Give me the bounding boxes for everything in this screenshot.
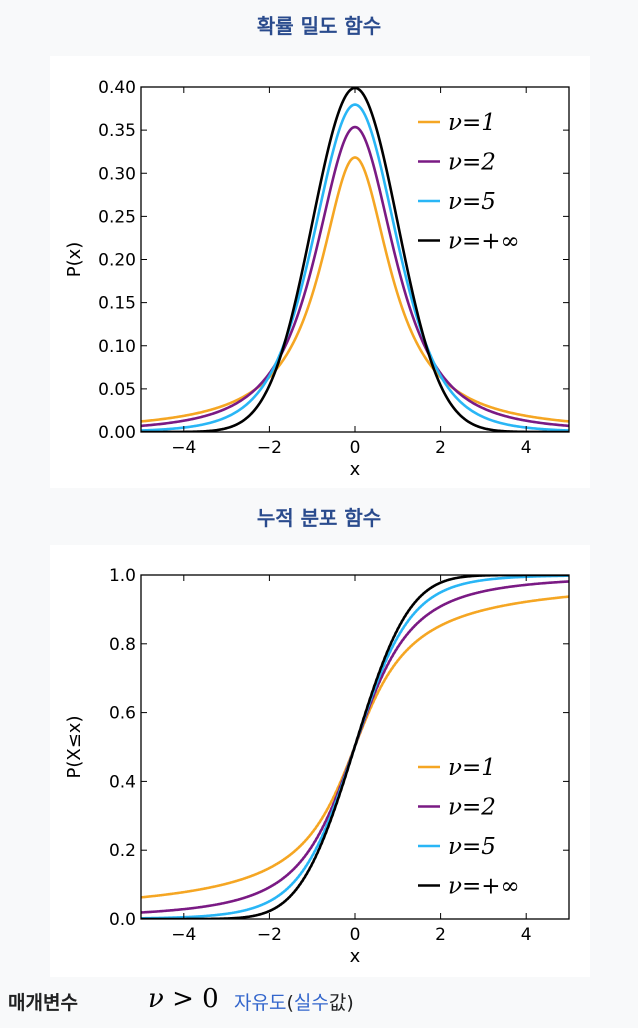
x-axis-label: x xyxy=(350,459,361,480)
y-axis-label: P(x) xyxy=(64,242,85,278)
formula-condition: > 0 xyxy=(163,984,219,1014)
parameters-row: 매개변수 ν > 0 자유도(실수값) xyxy=(0,982,638,1022)
x-tick-label: 4 xyxy=(521,925,532,945)
y-tick-label: 0.05 xyxy=(98,380,136,400)
x-tick-label: −2 xyxy=(257,925,282,945)
legend-label-nu5: ν=5 xyxy=(448,834,496,860)
y-tick-label: 0.20 xyxy=(98,251,136,271)
y-tick-label: 0.00 xyxy=(98,423,136,443)
paren-open: ( xyxy=(286,992,294,1014)
x-tick-label: 0 xyxy=(350,925,361,945)
y-tick-label: 0.15 xyxy=(98,294,136,314)
y-tick-label: 0.2 xyxy=(109,841,136,861)
series-line-inf xyxy=(141,575,569,919)
y-tick-label: 0.25 xyxy=(98,207,136,227)
y-tick-label: 1.0 xyxy=(109,566,136,586)
legend-label-nu2: ν=2 xyxy=(448,795,496,821)
x-tick-label: 2 xyxy=(435,438,446,458)
pdf-section-title: 확률 밀도 함수 xyxy=(256,14,382,38)
y-tick-label: 0.40 xyxy=(98,78,136,98)
series-line-nu5 xyxy=(141,103,569,432)
x-tick-label: 4 xyxy=(521,438,532,458)
y-tick-label: 0.10 xyxy=(98,337,136,357)
degrees-of-freedom-link[interactable]: 자유도 xyxy=(234,992,287,1014)
y-tick-label: 0.8 xyxy=(109,635,136,655)
cdf-chart: −4 −2 0 2 4 0.0 0.2 0.4 0.6 0.8 1.0 x P(X≤x) ν=1 ν=2 ν=… xyxy=(64,566,570,967)
legend-label-nu1: ν=1 xyxy=(448,755,496,781)
x-tick-label: 2 xyxy=(435,925,446,945)
y-tick-label: 0.0 xyxy=(109,910,136,930)
y-tick-label: 0.35 xyxy=(98,121,136,141)
legend-label-inf: ν=+∞ xyxy=(448,229,520,255)
parameters-label: 매개변수 xyxy=(8,992,78,1014)
legend-label-nu1: ν=1 xyxy=(448,110,496,136)
legend-label-inf: ν=+∞ xyxy=(448,874,520,900)
pdf-chart-panel: −4 −2 0 2 4 0.00 0.05 0.10 0.15 0.20 0.25 0.30 0.35 0… xyxy=(50,56,590,488)
cdf-section-title: 누적 분포 함수 xyxy=(256,506,382,530)
cdf-chart-panel: −4 −2 0 2 4 0.0 0.2 0.4 0.6 0.8 1.0 x P(X≤x) ν=1 ν=2 ν=… xyxy=(50,545,590,977)
series-line-nu2 xyxy=(141,125,569,428)
x-tick-label: −4 xyxy=(171,438,196,458)
nu-symbol: ν xyxy=(148,984,164,1014)
y-axis-label: P(X≤x) xyxy=(64,716,85,779)
x-tick-label: −4 xyxy=(171,925,196,945)
x-axis-label: x xyxy=(350,946,361,967)
legend-label-nu2: ν=2 xyxy=(448,150,496,176)
y-tick-label: 0.30 xyxy=(98,164,136,184)
legend-label-nu5: ν=5 xyxy=(448,189,496,215)
series-line-inf xyxy=(141,87,569,432)
x-tick-label: −2 xyxy=(257,438,282,458)
parameters-formula: ν > 0 xyxy=(148,984,219,1014)
series-line-nu1 xyxy=(141,156,569,423)
y-tick-label: 0.6 xyxy=(109,704,136,724)
x-tick-label: 0 xyxy=(350,438,361,458)
desc-tail: 값) xyxy=(328,992,354,1014)
plot-frame xyxy=(140,86,570,433)
real-number-link[interactable]: 실수 xyxy=(293,992,329,1014)
y-tick-label: 0.4 xyxy=(109,772,136,792)
parameters-description: 자유도(실수값) xyxy=(234,988,354,1015)
pdf-chart: −4 −2 0 2 4 0.00 0.05 0.10 0.15 0.20 0.25 0.30 0.35 0… xyxy=(64,78,570,480)
